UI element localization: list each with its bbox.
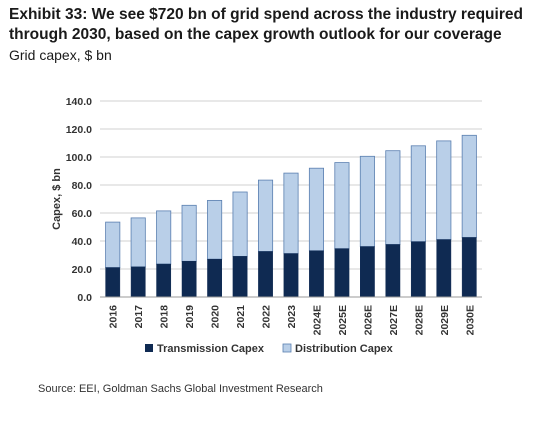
legend-swatch-distribution — [282, 343, 292, 353]
bar-transmission — [105, 267, 121, 298]
bar-transmission — [334, 248, 350, 298]
x-tick-label: 2028E — [413, 305, 425, 335]
bar-distribution — [283, 172, 299, 255]
x-tick-label: 2017 — [133, 305, 145, 329]
x-tick-label: 2024E — [311, 305, 323, 335]
chart-title-line-2: through 2030, based on the capex growth … — [9, 26, 502, 43]
y-tick-label: 120.0 — [66, 124, 92, 136]
bar-distribution — [130, 217, 146, 268]
bar-distribution — [308, 167, 324, 252]
bar-distribution — [207, 199, 223, 260]
y-tick-label: 20.0 — [72, 264, 93, 276]
y-tick-label: 60.0 — [72, 208, 93, 220]
legend-swatch-transmission — [145, 344, 153, 352]
source-note: Source: EEI, Goldman Sachs Global Invest… — [38, 383, 323, 395]
bar-distribution — [436, 140, 452, 240]
chart-title-line-1: Exhibit 33: We see $720 bn of grid spend… — [9, 6, 523, 23]
legend-label-distribution: Distribution Capex — [295, 343, 394, 355]
y-tick-label: 40.0 — [72, 236, 93, 248]
y-tick-label: 80.0 — [72, 180, 93, 192]
bar-distribution — [156, 210, 172, 265]
bar-transmission — [410, 241, 426, 298]
bar-distribution — [461, 134, 477, 238]
x-tick-label: 2027E — [388, 305, 400, 335]
x-tick-label: 2023 — [286, 305, 298, 329]
bar-distribution — [334, 162, 350, 250]
legend-label-transmission: Transmission Capex — [157, 343, 265, 355]
y-tick-label: 100.0 — [66, 152, 92, 164]
bar-transmission — [232, 256, 248, 298]
x-tick-label: 2018 — [159, 305, 171, 329]
bar-transmission — [436, 239, 452, 298]
bar-transmission — [461, 237, 477, 298]
chart-title: Exhibit 33: We see $720 bn of grid spend… — [9, 5, 545, 45]
bar-transmission — [181, 261, 197, 298]
bar-distribution — [359, 155, 375, 248]
x-tick-label: 2019 — [184, 305, 196, 329]
x-tick-label: 2016 — [108, 305, 120, 329]
x-tick-label: 2030E — [464, 305, 476, 335]
bar-distribution — [258, 179, 274, 252]
y-tick-label: 0.0 — [77, 292, 92, 304]
bar-transmission — [283, 253, 299, 298]
x-tick-label: 2029E — [439, 305, 451, 335]
chart-subtitle: Grid capex, $ bn — [9, 47, 112, 63]
bar-transmission — [258, 251, 273, 298]
x-tick-label: 2020 — [210, 305, 222, 329]
bar-transmission — [385, 244, 401, 298]
y-axis-label: Capex, $ bn — [51, 168, 63, 230]
bar-transmission — [130, 266, 146, 298]
x-tick-label: 2022 — [261, 305, 273, 329]
x-tick-label: 2025E — [337, 305, 349, 335]
x-tick-label: 2021 — [235, 305, 247, 329]
bar-distribution — [410, 145, 426, 243]
y-tick-label: 140.0 — [66, 96, 92, 108]
bar-transmission — [309, 250, 324, 298]
bar-distribution — [105, 221, 121, 269]
x-tick-label: 2026E — [362, 305, 374, 335]
bar-distribution — [181, 204, 197, 262]
bar-distribution — [385, 150, 401, 245]
bar-transmission — [360, 246, 375, 298]
bar-transmission — [207, 258, 222, 298]
bar-transmission — [156, 263, 172, 298]
bar-distribution — [232, 191, 248, 257]
